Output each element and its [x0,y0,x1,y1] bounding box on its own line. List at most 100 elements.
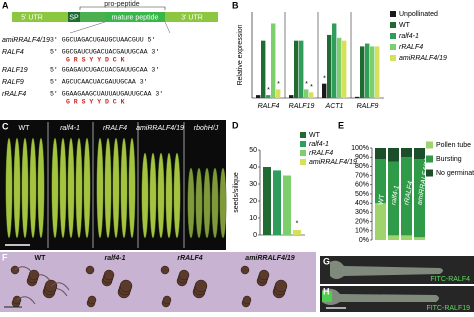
siliques [5,122,227,248]
bar [355,96,360,98]
gene-diagram: 5' UTR SP pro-peptide mature peptide 3' … [12,1,218,34]
panel-letter: C [2,121,9,131]
pollen-grain [178,269,190,281]
pollen-grain [85,265,95,275]
silique [104,137,112,239]
y-tick-label: 0% [359,237,369,244]
pollen-grain [258,269,270,281]
pollen-tube-image [330,260,443,279]
bar [283,175,291,235]
silique [112,137,120,239]
pollen-grain [194,279,208,293]
bar [266,95,271,98]
pollen-tube-image [322,288,439,305]
y-tick-label: 10% [355,228,369,235]
silique [149,152,157,239]
bar [337,37,342,98]
sequence: 5' GGAAGAAGCUAUUAUGAUUGCAA 3' [50,91,163,98]
bar [327,34,332,98]
propeptide-bracket [79,6,166,10]
x-tick-label: RALF9 [357,103,379,110]
y-tick-label: 30% [355,209,369,216]
y-tick-label: 50% [355,191,369,198]
panel-letter: F [2,252,8,262]
significance-mark: * [323,76,326,83]
legend-swatch [300,150,306,156]
silique-label: WT [19,125,31,132]
bar [375,46,380,98]
y-tick-label: 100% [351,145,369,152]
legend-label: ralf4-1 [309,141,329,148]
significance-mark: * [310,84,313,91]
pollen-grain [162,295,172,305]
bar [304,89,309,98]
legend-swatch [426,141,433,149]
legend-label: rRALF4 [399,44,423,51]
panel-letter: G [323,256,330,266]
silique [128,137,136,239]
silique [195,167,203,239]
legend-swatch [390,55,396,61]
silique [219,167,227,239]
bar [273,170,281,235]
bar-segment [388,235,399,240]
bar [342,40,347,98]
bar [365,43,370,98]
gene-name: RALF19 [2,67,28,74]
fluorescent-spot [322,291,332,302]
x-tick-label: ralf4-1 [390,185,400,206]
silique [187,167,195,239]
gene-name: RALF9 [2,79,24,86]
panel-letter: B [232,0,239,10]
x-tick-label: rRALF4 [403,181,414,206]
pollen-label: ralf4-1 [104,255,125,262]
panel-letter: A [2,0,9,10]
x-tick-label: RALF4 [258,103,280,110]
silique [83,137,91,239]
legend-swatch [390,22,396,28]
y-tick-label: 60% [355,182,369,189]
bar [256,95,261,98]
sequence: 5' AGCUCAACUACGAUUGCAA 3' [50,79,148,86]
bar [309,92,314,98]
silique [59,137,67,239]
silique [67,137,75,239]
panel-letter: E [338,120,344,130]
bar-segment [414,237,425,240]
utr3-box [165,12,218,22]
mature-label: mature peptide [112,14,159,21]
legend-label: ralf4-1 [399,33,419,40]
fluorescence-label: FITC-RALF4 [430,276,470,283]
legend-label: rRALF4 [309,150,333,157]
panel-letter: D [232,120,239,130]
pollen-tube [16,296,36,305]
legend-label: Unpollinated [399,11,438,18]
legend-swatch [390,44,396,50]
sequence: 3' GGCUAGACUGAUGCUAACGUU 5' [50,37,155,44]
significance-mark: * [277,81,280,88]
gene-name: RALF4 [2,49,24,56]
propeptide-label: pro-peptide [104,1,140,8]
bar [276,89,281,98]
silique [75,137,83,239]
y-tick-label: 40% [355,200,369,207]
bar [299,40,304,98]
silique [165,152,173,239]
pollen-grain [240,265,250,275]
sequence: 5' GGAGAUCUGACUACGAUUGCAA 3' [50,67,159,74]
silique [173,152,181,239]
pollen-grain [119,279,133,293]
bar-segment [388,148,399,162]
y-axis-label: seeds/silique [233,172,240,213]
bar [370,46,375,98]
legend-swatch [300,159,306,165]
y-tick-label: 80% [355,163,369,170]
legend-swatch [390,33,396,39]
silique [211,167,219,239]
silique [51,137,59,239]
significance-mark: * [296,221,299,228]
bar [294,40,299,98]
bar [261,40,266,98]
legend-label: WT [399,22,411,29]
bar [332,23,337,98]
